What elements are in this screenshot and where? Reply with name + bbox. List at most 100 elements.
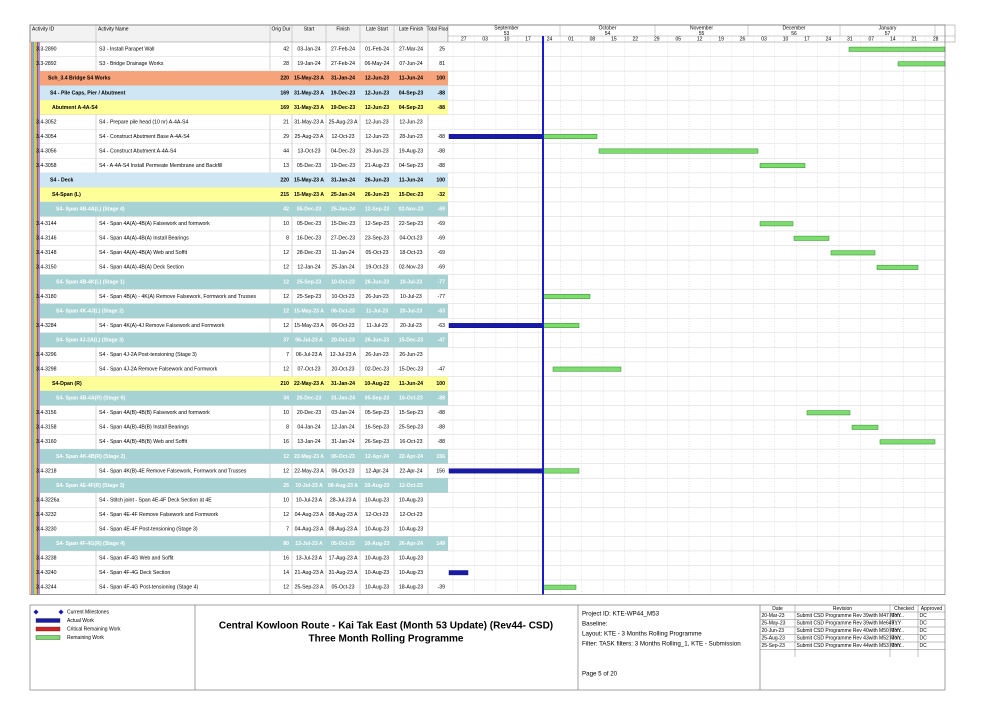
cell-float: -88 — [438, 439, 446, 445]
cell-dur: 169 — [280, 90, 289, 96]
cell-start: 22-May-23 A — [294, 468, 324, 474]
cell-late-finish: 11-Jun-24 — [399, 381, 423, 387]
cell-dur: 44 — [283, 148, 289, 154]
cell-start: 25-Sep-23 A — [295, 585, 324, 591]
cell-late-start: 10-Aug-23 — [365, 570, 389, 576]
cell-finish: 12-Jul-23 A — [330, 352, 357, 358]
cell-late-start: 12-Jun-23 — [365, 119, 388, 125]
cell-late-start: 12-Jun-23 — [365, 105, 389, 111]
cell-start: 25-Sep-23 — [297, 294, 321, 300]
group-row-background — [40, 172, 448, 188]
cell-finish: 08-Aug-23 A — [329, 512, 358, 518]
cell-id: 3.3-2890 — [36, 47, 57, 53]
cell-float: -88 — [438, 425, 446, 431]
month-label: December — [782, 25, 805, 31]
cell-id: 3.4-3148 — [36, 250, 57, 256]
cell-dur: 16 — [283, 439, 289, 445]
cell-late-start: 12-Apr-24 — [365, 468, 388, 474]
cell-late-finish: 10-Aug-23 — [399, 526, 423, 532]
cell-id: 3.3-2892 — [36, 61, 57, 67]
cell-id: 3.4-3144 — [36, 221, 57, 227]
cell-finish: 12-Oct-23 — [331, 134, 354, 140]
day-label: 19 — [718, 36, 724, 42]
cell-name: S4 - Span 4K(B)-4E Remove Falsework, For… — [99, 468, 247, 474]
cell-start: 15-May-23 A — [294, 308, 324, 314]
cell-name: S4- Span 4K-4B(R) (Stage 2) — [56, 454, 125, 460]
cell-late-start: 10-Aug-23 — [365, 585, 389, 591]
cell-start: 12-Jan-24 — [297, 265, 320, 271]
revision-cell: Submit CSD Programme Rev 39with Me649... — [797, 621, 899, 627]
cell-dur: 10 — [283, 221, 289, 227]
cell-dur: 13 — [283, 163, 289, 169]
cell-float: -88 — [438, 134, 446, 140]
cell-late-start: 26-Jun-23 — [365, 294, 388, 300]
cell-finish: 06-Oct-23 — [331, 323, 354, 329]
cell-name: S4 - A-4A-S4 Install Permeate Membrane a… — [99, 163, 222, 169]
month-label: October — [599, 25, 617, 31]
actual-work-bar — [448, 570, 469, 576]
cell-name: S3 - Install Parapet Wall — [99, 47, 154, 53]
cell-start: 13-Jan-24 — [297, 439, 320, 445]
cell-name: S4 - Span 4J-2A Remove Falsework and For… — [99, 367, 218, 373]
cell-id: 3.4-3058 — [36, 163, 57, 169]
cell-name: S4 - Span 4A(B)-4B(B) Install Bearings — [99, 425, 189, 431]
cell-start: 20-Dec-23 — [297, 410, 321, 416]
cell-float: 156 — [436, 454, 445, 460]
cell-start: 25-Aug-23 A — [295, 134, 324, 140]
footer-dynamic: Current Milestones Actual Work Critical Re… — [33, 605, 945, 657]
cell-name: S4 - Span 4A(B)-4B(B) Web and Soffit — [99, 439, 188, 445]
cell-late-start: 12-Sep-23 — [365, 221, 389, 227]
cell-float: 100 — [436, 381, 445, 387]
cell-start: 25-Sep-23 — [297, 279, 322, 285]
cell-late-finish: 11-Jun-24 — [399, 178, 423, 184]
cell-dur: 80 — [283, 541, 289, 547]
cell-id: 3.4-3244 — [36, 585, 57, 591]
legend-label: Critical Remaining Work — [67, 626, 121, 632]
cell-finish: 31-Jan-24 — [331, 381, 355, 387]
cell-name: S4 - Span 4A(A)-4B(A) Web and Soffit — [99, 250, 188, 256]
cell-finish: 10-Oct-23 — [331, 294, 354, 300]
cell-dur: 16 — [283, 556, 289, 562]
cell-dur: 220 — [280, 76, 289, 82]
day-label: 15 — [611, 36, 617, 42]
cell-dur: 169 — [280, 105, 289, 111]
group-row-background — [40, 536, 448, 551]
cell-id: 3.4-3056 — [36, 148, 57, 154]
revision-cell: DC — [920, 628, 928, 634]
remaining-work-bar — [897, 61, 946, 67]
cell-start: 22-May-23 A — [294, 454, 324, 460]
cell-name: S4 - Prepare pile head (10 nr) A-4A-S4 — [99, 119, 189, 125]
cell-late-start: 11-Jul-23 — [366, 308, 388, 314]
cell-start: 31-May-23 A — [294, 119, 324, 125]
remaining-work-bar — [876, 264, 919, 270]
cell-finish: 31-Jan-24 — [331, 76, 355, 82]
cell-start: 15-May-23 A — [294, 76, 324, 82]
subtitle-line: Three Month Rolling Programme — [308, 634, 463, 645]
cell-late-finish: 12-Oct-23 — [399, 483, 423, 489]
baseline: Baseline: — [582, 621, 608, 628]
cell-late-finish: 20-Jul-23 — [400, 323, 422, 329]
cell-late-start: 10-Aug-23 — [365, 497, 389, 503]
day-label: 07 — [868, 36, 874, 42]
revision-cell: 20-Mar-23 — [762, 613, 785, 619]
cell-start: 15-May-23 A — [294, 178, 324, 184]
cell-late-start: 26-Jun-23 — [365, 337, 389, 343]
cell-id: 3.4-3226a — [36, 497, 59, 503]
day-label: 10 — [504, 36, 510, 42]
group-row-background — [40, 303, 448, 319]
cell-start: 10-Jul-23 A — [295, 483, 323, 489]
cell-start: 05-Dec-23 — [297, 221, 321, 227]
month-number: 56 — [791, 31, 797, 37]
remaining-work-bar — [830, 250, 876, 256]
day-label: 05 — [675, 36, 681, 42]
cell-dur: 12 — [283, 265, 289, 271]
cell-finish: 12-Jan-24 — [331, 425, 354, 431]
cell-start: 16-Dec-23 — [297, 236, 321, 242]
cell-late-finish: 04-Sep-23 — [399, 90, 424, 96]
group-row-background — [40, 449, 448, 464]
cell-late-finish: 18-Aug-23 — [399, 585, 423, 591]
cell-late-finish: 12-Oct-23 — [399, 512, 422, 518]
cell-finish: 03-Jan-24 — [331, 410, 354, 416]
cell-name: S4- Span 4F-4G(R) (Stage 4) — [56, 541, 125, 547]
